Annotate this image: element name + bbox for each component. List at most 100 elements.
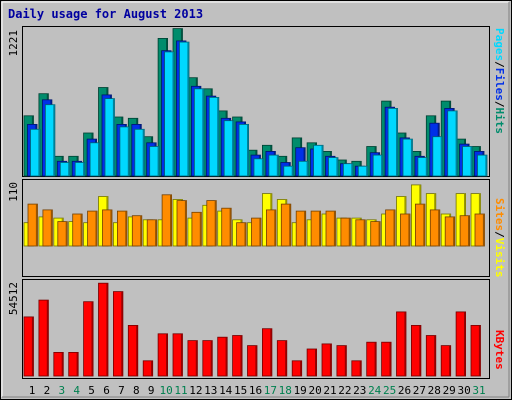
x-tick-label-21: 21 xyxy=(323,384,336,397)
x-tick-label-17: 17 xyxy=(264,384,277,397)
legend-visits: Visits xyxy=(493,238,506,278)
kbytes-kbytes-bar-14 xyxy=(217,336,228,377)
x-tick-label-2: 2 xyxy=(44,384,51,397)
x-tick-label-16: 16 xyxy=(249,384,262,397)
visits-sites-bar-2 xyxy=(42,209,53,247)
kbytes-kbytes-bar-2 xyxy=(38,299,49,377)
x-tick-label-5: 5 xyxy=(88,384,95,397)
kbytes-kbytes-bar-29 xyxy=(440,345,452,377)
visits-sites-bar-9 xyxy=(146,219,158,247)
usage-hits-bar-14 xyxy=(223,120,235,177)
usage-hits-bar-1 xyxy=(30,128,41,177)
x-tick-label-11: 11 xyxy=(174,384,187,397)
visits-sites-bar-6 xyxy=(102,209,113,247)
x-tick-label-3: 3 xyxy=(58,384,65,397)
chart-title: Daily usage for August 2013 xyxy=(8,7,203,21)
x-tick-label-8: 8 xyxy=(133,384,140,397)
usage-hits-bar-28 xyxy=(432,136,443,177)
x-tick-label-25: 25 xyxy=(383,384,396,397)
kbytes-kbytes-bar-21 xyxy=(321,343,332,377)
visits-sites-bar-15 xyxy=(236,222,247,247)
kbytes-kbytes-bar-9 xyxy=(142,360,154,377)
visits-sites-bar-3 xyxy=(57,221,68,247)
usage-hits-bar-13 xyxy=(208,97,220,177)
usage-hits-bar-21 xyxy=(328,157,339,177)
x-tick-label-30: 30 xyxy=(457,384,470,397)
x-tick-label-29: 29 xyxy=(443,384,456,397)
visits-sites-bar-27 xyxy=(414,203,426,247)
usage-hits-bar-15 xyxy=(238,124,250,177)
usage-hits-bar-10 xyxy=(164,51,175,177)
kbytes-kbytes-bar-6 xyxy=(98,282,109,377)
usage-hits-bar-26 xyxy=(402,138,413,177)
x-tick-label-10: 10 xyxy=(159,384,172,397)
visits-sites-bar-21 xyxy=(325,210,336,247)
usage-hits-bar-29 xyxy=(447,110,458,177)
visits-sites-bar-28 xyxy=(429,209,441,247)
visits-sites-bar-30 xyxy=(459,215,471,247)
visits-sites-bar-17 xyxy=(265,209,277,247)
usage-hits-bar-7 xyxy=(119,126,130,177)
x-tick-label-20: 20 xyxy=(308,384,321,397)
x-tick-label-12: 12 xyxy=(189,384,202,397)
chart-marks xyxy=(23,28,488,377)
usage-hits-bar-12 xyxy=(193,88,205,177)
usage-legend: Pages/Files/Hits xyxy=(493,28,506,134)
visits-sites-bar-8 xyxy=(131,215,143,247)
visits-sites-bar-13 xyxy=(206,200,217,247)
x-tick-label-18: 18 xyxy=(279,384,292,397)
usage-hits-bar-19 xyxy=(298,160,309,177)
usage-hits-bar-24 xyxy=(372,154,384,177)
x-tick-label-27: 27 xyxy=(413,384,426,397)
usage-hits-bar-5 xyxy=(89,142,100,177)
visits-sites-bar-16 xyxy=(251,217,262,247)
visits-sites-bar-10 xyxy=(161,194,173,247)
legend-hits: Hits xyxy=(493,108,506,135)
kbytes-max-label: 54512 xyxy=(7,282,20,315)
visits-sites-bar-23 xyxy=(355,219,366,247)
kbytes-kbytes-bar-7 xyxy=(113,291,124,377)
kbytes-kbytes-bar-11 xyxy=(172,333,183,377)
usage-hits-bar-2 xyxy=(45,104,56,177)
legend-pages: Pages xyxy=(493,28,506,61)
x-axis-labels: 1 2 3 4 5 6 7 8 9 10 11 12 13 14 15 16 17 18 19 20 21 22 23 24 2… xyxy=(29,384,486,397)
kbytes-kbytes-bar-27 xyxy=(410,324,422,377)
visits-max-label: 110 xyxy=(7,182,20,202)
usage-hits-bar-17 xyxy=(268,154,279,177)
visits-sites-bar-18 xyxy=(280,203,292,247)
legend-sep-1: / xyxy=(493,61,506,68)
usage-hits-bar-20 xyxy=(313,144,324,177)
usage-hits-bar-6 xyxy=(104,98,115,177)
visits-sites-bar-22 xyxy=(340,217,351,247)
x-tick-label-22: 22 xyxy=(338,384,351,397)
x-tick-label-7: 7 xyxy=(118,384,125,397)
visits-sites-bar-26 xyxy=(400,213,411,247)
x-tick-label-15: 15 xyxy=(234,384,247,397)
x-tick-label-19: 19 xyxy=(294,384,307,397)
usage-hits-bar-18 xyxy=(283,165,294,177)
kbytes-kbytes-bar-16 xyxy=(247,345,258,377)
x-tick-label-1: 1 xyxy=(29,384,36,397)
usage-hits-bar-8 xyxy=(134,128,145,177)
visits-sites-bar-4 xyxy=(72,213,83,247)
x-tick-label-26: 26 xyxy=(398,384,411,397)
kbytes-kbytes-bar-22 xyxy=(336,345,347,377)
kbytes-kbytes-bar-26 xyxy=(396,311,407,377)
legend-sites: Sites xyxy=(493,198,506,231)
kbytes-kbytes-bar-28 xyxy=(425,335,437,377)
usage-hits-bar-23 xyxy=(357,165,369,177)
visits-sites-bar-29 xyxy=(444,216,456,247)
kbytes-kbytes-bar-5 xyxy=(83,301,94,377)
kbytes-kbytes-bar-24 xyxy=(366,341,377,377)
usage-max-label: 1221 xyxy=(7,30,20,57)
usage-hits-bar-27 xyxy=(417,157,428,177)
kbytes-kbytes-bar-18 xyxy=(276,340,288,377)
x-tick-label-13: 13 xyxy=(204,384,217,397)
x-tick-label-23: 23 xyxy=(353,384,366,397)
kbytes-kbytes-bar-13 xyxy=(202,340,213,377)
x-tick-label-4: 4 xyxy=(73,384,80,397)
kbytes-kbytes-bar-20 xyxy=(306,348,318,377)
usage-hits-bar-16 xyxy=(253,158,264,177)
kbytes-kbytes-bar-25 xyxy=(381,341,392,377)
